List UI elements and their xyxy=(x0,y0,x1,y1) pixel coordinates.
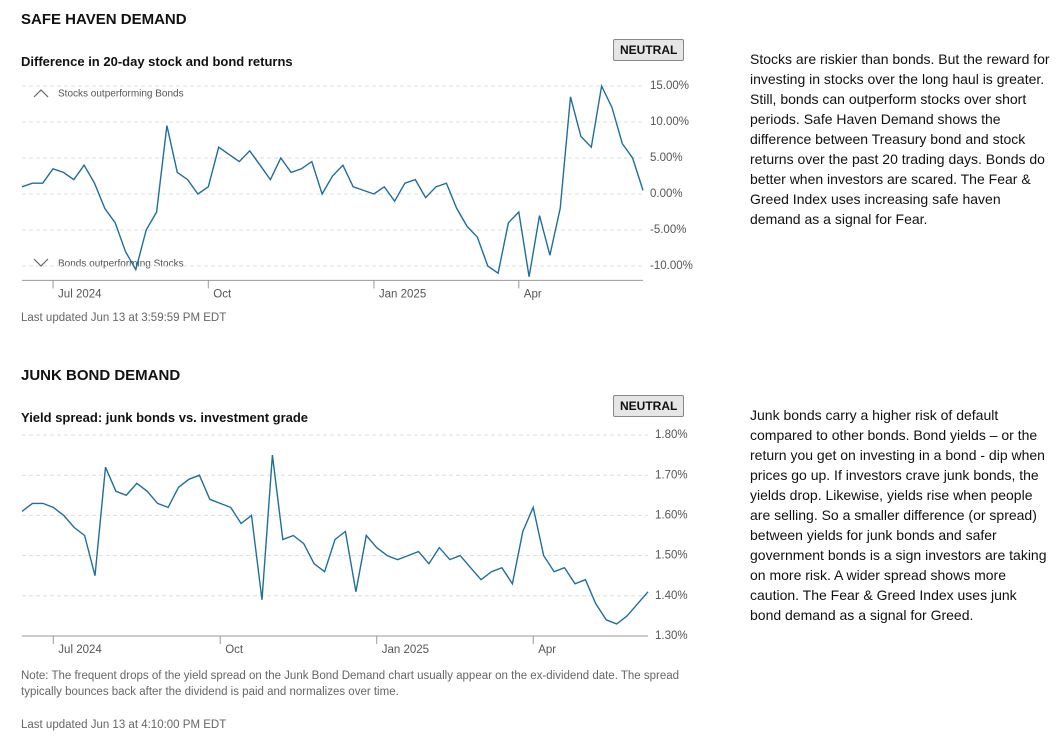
description: Junk bonds carry a higher risk of defaul… xyxy=(750,407,1047,623)
y-tick-label: 15.00% xyxy=(650,80,689,92)
down-chevron xyxy=(33,258,49,267)
x-tick-label: Apr xyxy=(524,288,542,300)
note: Note: The frequent drops of the yield sp… xyxy=(21,670,680,698)
x-tick-label: Jul 2024 xyxy=(58,288,102,300)
y-tick-label: 0.00% xyxy=(650,188,683,200)
x-tick-label: Jan 2025 xyxy=(379,288,426,300)
last-updated: Last updated Jun 13 at 4:10:00 PM EDT xyxy=(21,719,227,731)
annotation: Bonds outperforming Stocks xyxy=(58,259,184,270)
y-tick-label: 1.30% xyxy=(655,630,688,642)
chart-title: Difference in 20-day stock and bond retu… xyxy=(21,54,293,69)
line xyxy=(21,455,649,625)
y-tick-label: 1.50% xyxy=(655,550,688,562)
y-tick-label: -10.00% xyxy=(650,260,693,272)
up-chevron xyxy=(33,89,49,98)
last-updated: Last updated Jun 13 at 3:59:59 PM EDT xyxy=(21,312,227,324)
section-heading: JUNK BOND DEMAND xyxy=(21,367,181,384)
y-tick-label: 1.40% xyxy=(655,590,688,602)
badge: NEUTRAL xyxy=(613,395,685,417)
description: Stocks are riskier than bonds. But the r… xyxy=(750,51,1050,227)
y-tick-label: 5.00% xyxy=(650,152,683,164)
y-tick-label: -5.00% xyxy=(650,224,686,236)
badge: NEUTRAL xyxy=(613,39,685,61)
x-tick-label: Apr xyxy=(538,644,556,656)
line xyxy=(21,83,644,277)
x-tick-label: Jul 2024 xyxy=(58,644,102,656)
y-tick-label: 10.00% xyxy=(650,116,689,128)
x-tick-label: Jan 2025 xyxy=(382,644,429,656)
y-tick-label: 1.60% xyxy=(655,509,688,521)
y-tick-label: 1.80% xyxy=(655,429,688,441)
annotation: Stocks outperforming Bonds xyxy=(58,89,184,100)
x-tick-label: Oct xyxy=(225,644,244,656)
chart-title: Yield spread: junk bonds vs. investment … xyxy=(21,410,309,425)
section-heading: SAFE HAVEN DEMAND xyxy=(21,11,187,28)
y-tick-label: 1.70% xyxy=(655,469,688,481)
x-tick-label: Oct xyxy=(213,288,232,300)
